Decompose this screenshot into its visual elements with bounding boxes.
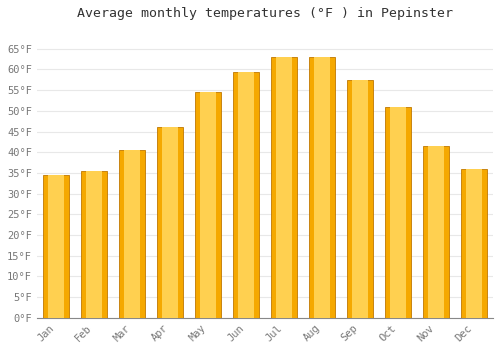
Bar	[422, 146, 450, 318]
Bar	[276, 57, 292, 318]
Bar	[42, 175, 69, 318]
Title: Average monthly temperatures (°F ) in Pepinster: Average monthly temperatures (°F ) in Pe…	[77, 7, 453, 20]
Bar	[86, 171, 102, 318]
Bar	[466, 169, 482, 318]
Bar	[156, 127, 183, 318]
Bar	[80, 171, 107, 318]
Bar	[308, 57, 336, 318]
Bar	[384, 107, 411, 318]
Bar	[124, 150, 140, 318]
Bar	[270, 57, 297, 318]
Bar	[162, 127, 178, 318]
Bar	[238, 71, 254, 318]
Bar	[194, 92, 221, 318]
Bar	[314, 57, 330, 318]
Bar	[232, 71, 259, 318]
Bar	[352, 80, 368, 318]
Bar	[346, 80, 374, 318]
Bar	[460, 169, 487, 318]
Bar	[200, 92, 216, 318]
Bar	[390, 107, 406, 318]
Bar	[428, 146, 444, 318]
Bar	[48, 175, 64, 318]
Bar	[118, 150, 145, 318]
